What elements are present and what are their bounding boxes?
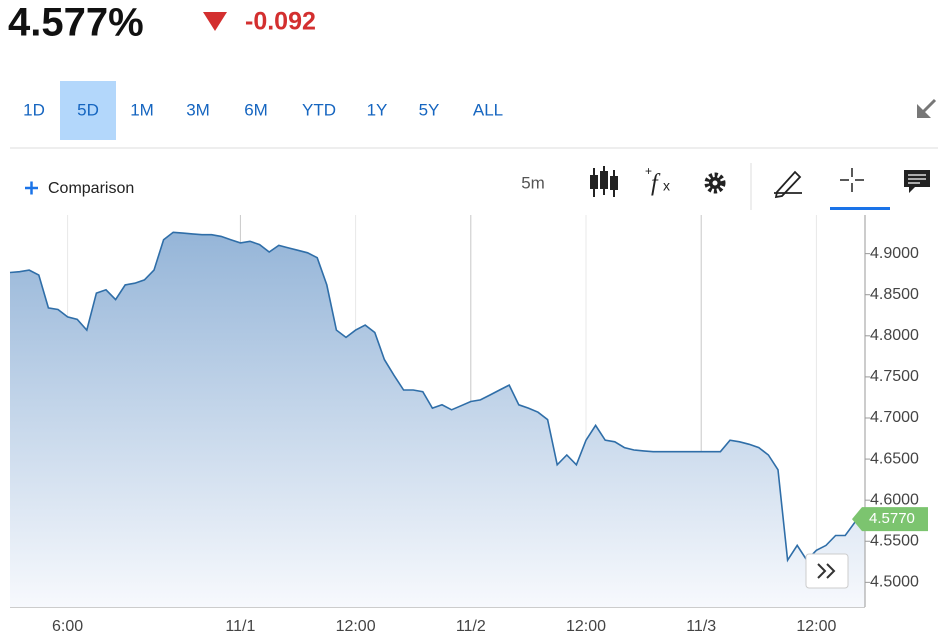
icon-glyph: f	[651, 171, 661, 197]
x-tick-label: 12:00	[566, 618, 606, 635]
range-tabs: 1D 5D 1M 3M 6M YTD 1Y 5Y ALL	[23, 81, 503, 140]
range-tab[interactable]: 3M	[186, 100, 210, 119]
icon-glyph: x	[663, 178, 670, 194]
down-arrow	[203, 12, 227, 31]
area-fill	[10, 232, 865, 608]
range-tab-highlight	[60, 81, 116, 140]
range-tab[interactable]: 6M	[244, 100, 268, 119]
y-tick-label: 4.6500	[870, 450, 919, 467]
x-tick-label: 11/3	[686, 618, 716, 635]
range-tab[interactable]: 1Y	[367, 100, 388, 119]
range-tab-label: 1M	[130, 100, 154, 119]
interval[interactable]: 5m	[521, 173, 545, 192]
range-tab[interactable]: 1M	[130, 100, 154, 119]
indicators-icon[interactable]: + f x	[645, 164, 670, 196]
range-tab[interactable]: 5Y	[419, 100, 440, 119]
settings-icon[interactable]	[704, 172, 726, 194]
active-tool-underline	[830, 207, 890, 210]
comparison-button[interactable]: Comparison	[25, 180, 134, 197]
y-tick-label: 4.5500	[870, 532, 919, 549]
x-tick-label: 11/1	[225, 618, 255, 635]
range-tab-label: YTD	[302, 100, 336, 119]
y-tick-label: 4.6000	[870, 491, 919, 508]
plot-area: 6:00 11/1 12:00 11/2 12:00 11/3 12:00 4.5000 4.5…	[9, 215, 928, 635]
range-tab-label: 5Y	[419, 100, 440, 119]
range-tab-label: 6M	[244, 100, 268, 119]
range-tab[interactable]: YTD	[302, 100, 336, 119]
y-tick-label: 4.8500	[870, 286, 919, 303]
range-tab-label: ALL	[473, 100, 503, 119]
scroll-right-button[interactable]	[805, 553, 849, 589]
range-tab-label: 1D	[23, 100, 45, 119]
draw-icon[interactable]	[774, 170, 802, 199]
price: 4.577%	[8, 1, 144, 45]
icon-glyph: +	[645, 164, 652, 178]
y-tick-label: 4.8000	[870, 327, 919, 344]
y-tick-label: 4.7500	[870, 368, 919, 385]
y-tick-label: 4.5000	[870, 574, 919, 591]
range-tab-label: 5D	[77, 100, 99, 119]
candlestick-icon[interactable]	[590, 166, 618, 197]
last-price-tag	[852, 507, 928, 532]
range-tab-label: 3M	[186, 100, 210, 119]
x-tick-label: 12:00	[796, 618, 836, 635]
price-line	[9, 231, 865, 563]
y-tick-label: 4.9000	[870, 245, 919, 262]
expand-icon[interactable]	[917, 98, 937, 118]
comment-icon[interactable]	[904, 170, 930, 193]
price-change: -0.092	[245, 8, 316, 36]
x-tick-label: 11/2	[456, 618, 486, 635]
x-tick-label: 12:00	[336, 618, 376, 635]
comparison-label: Comparison	[48, 180, 134, 197]
y-tick-label: 4.7000	[870, 409, 919, 426]
range-tab-label: 1Y	[367, 100, 388, 119]
x-tick-label: 6:00	[52, 618, 83, 635]
range-tab[interactable]: ALL	[473, 100, 503, 119]
range-tab[interactable]: 5D	[60, 81, 116, 140]
last-price-label: 4.5770	[869, 510, 915, 527]
crosshair-icon[interactable]	[840, 168, 864, 192]
range-tab[interactable]: 1D	[23, 100, 45, 119]
